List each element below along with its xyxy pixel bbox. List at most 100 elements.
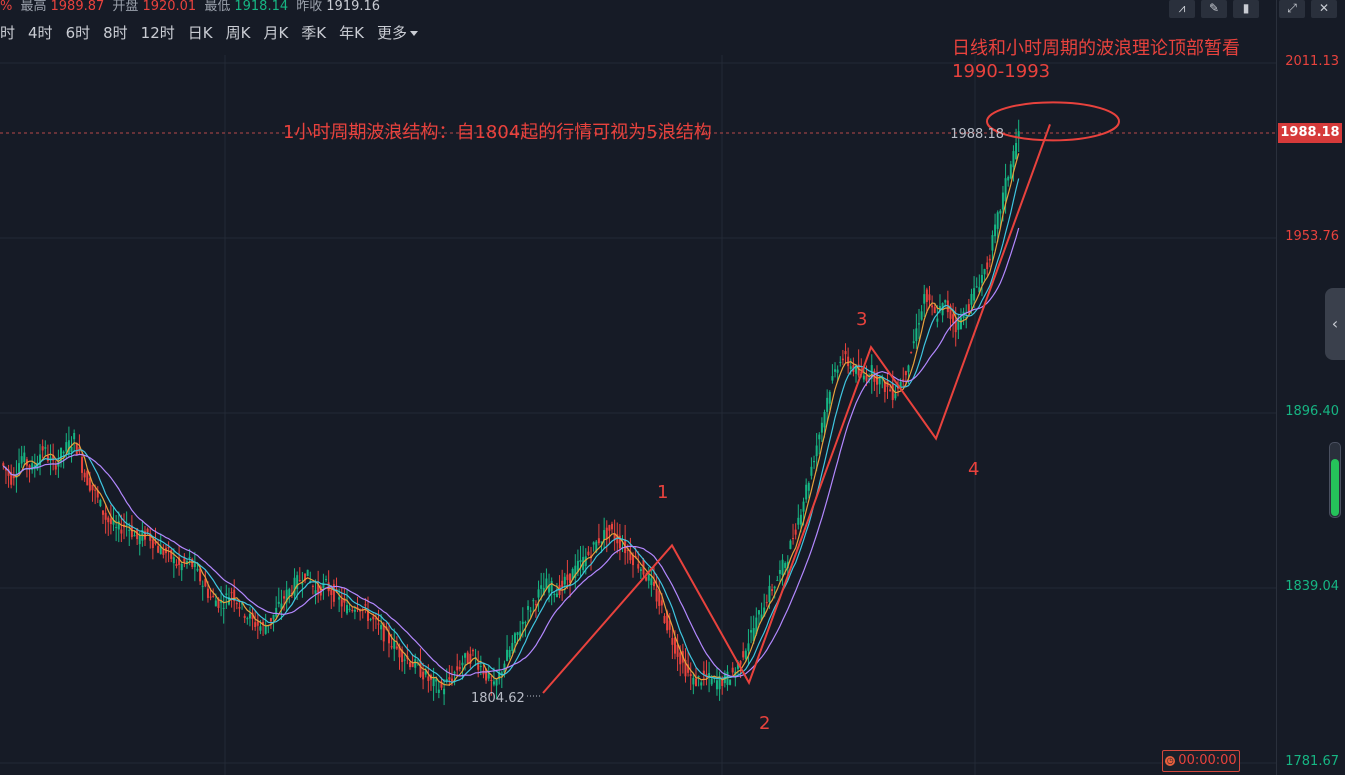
candle-body [335, 589, 338, 591]
candle-body [587, 551, 590, 556]
candle-body [73, 432, 76, 440]
tab-daily[interactable]: 日K [187, 24, 213, 42]
candle-body [679, 652, 682, 665]
tab-monthly[interactable]: 月K [263, 24, 289, 42]
candle-body [802, 501, 805, 512]
candle-body [605, 527, 608, 539]
candle-body [440, 681, 443, 688]
candle-body [374, 618, 377, 620]
candle-body [566, 574, 569, 581]
candle-body [508, 650, 511, 658]
candle-body [448, 677, 451, 680]
candle-body [46, 455, 49, 461]
candle-icon[interactable]: ▮ [1233, 0, 1259, 18]
candle-body [784, 562, 787, 568]
candle-body [367, 610, 370, 621]
candle-body [12, 475, 15, 479]
wave-label-1: 1 [657, 482, 669, 503]
candle-body [453, 672, 456, 674]
tab-12h[interactable]: 12时 [140, 24, 175, 42]
volume-level-fill [1331, 459, 1339, 516]
candle-body [67, 440, 70, 454]
candle-body [330, 589, 333, 595]
wave-label-2: 2 [759, 713, 771, 734]
tab-more-dropdown[interactable]: 更多 [377, 22, 424, 44]
candle-body [1015, 143, 1018, 160]
candle-body [10, 472, 13, 485]
candle-body [280, 603, 283, 610]
candle-body [513, 633, 516, 644]
candle-body [807, 482, 810, 491]
tab-6h[interactable]: 6时 [65, 24, 91, 42]
candle-body [726, 671, 729, 685]
candle-body [569, 573, 572, 584]
candle-body [369, 618, 372, 620]
candle-body [264, 625, 267, 634]
candle-body [986, 262, 989, 270]
candle-body [1007, 176, 1010, 181]
side-panel-toggle[interactable]: ‹ [1325, 288, 1345, 360]
tab-8h[interactable]: 8时 [103, 24, 128, 42]
candle-body [844, 351, 847, 355]
wave-label-3: 3 [856, 309, 868, 330]
candle-body [96, 490, 99, 498]
candle-body [781, 559, 784, 575]
candle-body [94, 489, 97, 491]
candle-body [755, 617, 758, 635]
candle-body [107, 517, 110, 523]
candle-body [380, 625, 383, 630]
candle-body [477, 662, 480, 670]
tab-weekly[interactable]: 周K [225, 24, 251, 42]
candle-body [855, 365, 858, 374]
candle-body [521, 621, 524, 625]
candle-body [710, 678, 713, 685]
candle-body [813, 461, 816, 463]
candle-body [230, 592, 233, 594]
draw-icon[interactable]: ✎ [1201, 0, 1227, 18]
tab-4h[interactable]: 4时 [28, 24, 53, 42]
candle-body [663, 615, 666, 624]
candle-body [936, 318, 939, 322]
candle-body [398, 645, 401, 658]
close-icon[interactable]: ✕ [1311, 0, 1337, 18]
candle-body [684, 659, 687, 677]
volume-level-slider[interactable] [1329, 442, 1341, 518]
candle-body [125, 524, 128, 526]
candle-body [479, 665, 482, 667]
candle-body [414, 659, 417, 668]
candle-body [847, 356, 850, 367]
candle-body [655, 588, 658, 602]
candle-body [1001, 192, 1004, 210]
candle-body [1004, 178, 1007, 202]
candle-body [395, 646, 398, 649]
low-label: 最低 [204, 0, 231, 14]
candle-body [28, 465, 31, 469]
candle-body [235, 603, 238, 605]
indicator-icon[interactable]: ⩘ [1169, 0, 1195, 18]
candle-body [109, 518, 112, 525]
candle-body [49, 457, 52, 461]
candle-body [980, 275, 983, 283]
tab-yearly[interactable]: 年K [339, 24, 364, 42]
candle-body [511, 642, 514, 652]
expand-icon[interactable]: ⤢ [1279, 0, 1305, 18]
candle-body [183, 558, 186, 563]
candle-body [301, 583, 304, 585]
candle-body [233, 589, 236, 602]
candle-body [390, 646, 393, 648]
candle-body [826, 397, 829, 412]
candle-body [771, 589, 774, 592]
candle-body [498, 671, 501, 680]
tab-1h[interactable]: 时 [0, 24, 16, 42]
candle-body [225, 593, 228, 595]
candle-body [818, 434, 821, 440]
countdown-value: 00:00:00 [1178, 753, 1237, 768]
candle-body [128, 529, 131, 531]
candle-body [548, 585, 551, 593]
candle-body [91, 484, 94, 491]
candle-body [4, 467, 7, 471]
tab-quarterly[interactable]: 季K [301, 24, 327, 42]
candle-body [115, 527, 118, 529]
candle-body [86, 470, 89, 486]
candle-body [214, 600, 217, 607]
